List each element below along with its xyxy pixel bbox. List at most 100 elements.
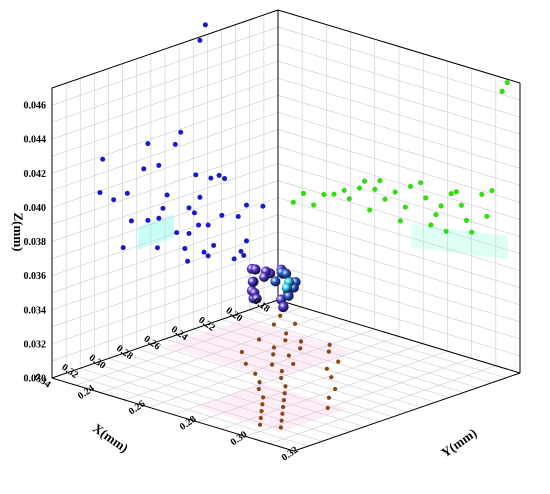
yz-projection-point xyxy=(397,218,403,224)
data-point xyxy=(283,290,294,301)
xz-projection-point xyxy=(120,245,126,251)
grid-line xyxy=(51,231,279,311)
yz-projection-point xyxy=(290,199,296,205)
xy-projection-point xyxy=(333,386,338,392)
data-point xyxy=(281,268,292,279)
yz-projection-point xyxy=(341,187,347,193)
yz-projection-point xyxy=(392,189,398,195)
xz-projection-point xyxy=(196,222,202,228)
grid-line xyxy=(277,231,521,306)
xy-projection-point xyxy=(279,375,284,381)
xz-projection-point xyxy=(243,202,249,208)
xz-projection-point xyxy=(208,175,214,181)
xy-projection-point xyxy=(256,386,261,392)
xy-projection-point xyxy=(278,313,283,318)
data-point xyxy=(251,293,262,304)
xy-projection-point xyxy=(253,371,258,376)
yz-projection-point xyxy=(300,190,307,196)
xy-projection-point xyxy=(283,338,288,343)
xz-projection-point xyxy=(156,215,162,221)
grid-line xyxy=(172,336,400,415)
xy-projection-point xyxy=(336,359,341,364)
yz-projection-point xyxy=(499,88,505,94)
yz-projection-point xyxy=(346,196,352,202)
grid-line xyxy=(245,358,472,437)
grid-line xyxy=(51,180,279,259)
xz-projection-point xyxy=(235,213,241,219)
grid-line xyxy=(51,163,279,242)
xy-projection-point xyxy=(286,353,291,358)
grid-line xyxy=(277,146,521,220)
xz-projection-point xyxy=(219,212,225,218)
xy-projection-point xyxy=(243,361,248,366)
z-tick-label: 0.040 xyxy=(24,203,47,214)
grid-line xyxy=(277,77,521,152)
yz-projection-point xyxy=(311,202,317,208)
z-tick-label: 0.036 xyxy=(24,271,47,282)
yz-projection-point xyxy=(377,178,383,184)
y-axis-title: Y(mm) xyxy=(438,425,479,460)
yz-projection-point xyxy=(372,186,378,192)
xy-projection-point xyxy=(271,345,277,350)
xz-projection-point xyxy=(201,249,207,255)
yz-projection-point xyxy=(448,191,454,197)
xz-projection-point xyxy=(124,190,130,196)
xy-projection-point xyxy=(279,369,284,374)
yz-projection-point xyxy=(367,207,373,213)
xz-projection-point xyxy=(182,246,188,252)
z-tick-label: 0.030 xyxy=(24,374,47,385)
xz-projection-point xyxy=(238,248,244,254)
yz-projection-point xyxy=(402,204,408,210)
xz-projection-point xyxy=(156,162,162,168)
data-point xyxy=(247,276,258,287)
xz-projection-point xyxy=(145,217,151,223)
yz-projection-point xyxy=(458,202,465,208)
xy-projection-point xyxy=(291,361,296,367)
xy-projection-point xyxy=(282,391,287,396)
xz-projection-point xyxy=(222,176,228,182)
axis-edge xyxy=(277,9,521,84)
yz-projection-point xyxy=(331,191,337,197)
yz-projection-point xyxy=(469,229,475,235)
xy-projection-point xyxy=(324,366,330,371)
xy-projection-point xyxy=(269,362,275,367)
data-point xyxy=(250,264,261,275)
xz-projection-point xyxy=(178,129,184,135)
z-tick-label: 0.046 xyxy=(24,101,47,112)
yz-projection-point xyxy=(504,79,510,86)
xy-projection-point xyxy=(280,411,285,416)
z-tick-label: 0.044 xyxy=(24,135,47,146)
z-tick-label: 0.032 xyxy=(24,339,47,350)
grid-line xyxy=(51,60,279,140)
xz-projection-point xyxy=(128,218,134,224)
xy-projection-point xyxy=(298,339,304,344)
grid-line xyxy=(51,197,279,276)
xz-projection-point xyxy=(174,230,180,236)
xy-projection-point xyxy=(271,322,277,327)
grid-line xyxy=(277,248,521,323)
grid-line xyxy=(51,214,279,293)
xz-projection-point xyxy=(211,242,217,248)
xz-projection-point xyxy=(205,222,211,228)
grid-line xyxy=(269,365,496,444)
xy-projection-point xyxy=(259,409,264,414)
xy-projection-point xyxy=(257,380,262,385)
grid-line xyxy=(277,265,521,340)
xz-projection-point xyxy=(141,166,147,172)
yz-highlight xyxy=(411,224,508,260)
grid-line xyxy=(100,314,327,393)
grid-line xyxy=(277,214,521,288)
xy-projection-point xyxy=(281,404,286,410)
xz-projection-point xyxy=(172,141,178,147)
xz-projection-point xyxy=(260,203,266,209)
xz-projection-point xyxy=(160,205,166,211)
xy-projection-point xyxy=(327,342,332,347)
grid-line xyxy=(277,60,521,135)
yz-projection-point xyxy=(443,228,449,234)
xy-projection-point xyxy=(298,346,303,351)
yz-projection-point xyxy=(356,185,363,191)
xy-projection-point xyxy=(326,349,331,354)
yz-projection-point xyxy=(453,189,459,195)
axis-edge xyxy=(51,299,279,379)
